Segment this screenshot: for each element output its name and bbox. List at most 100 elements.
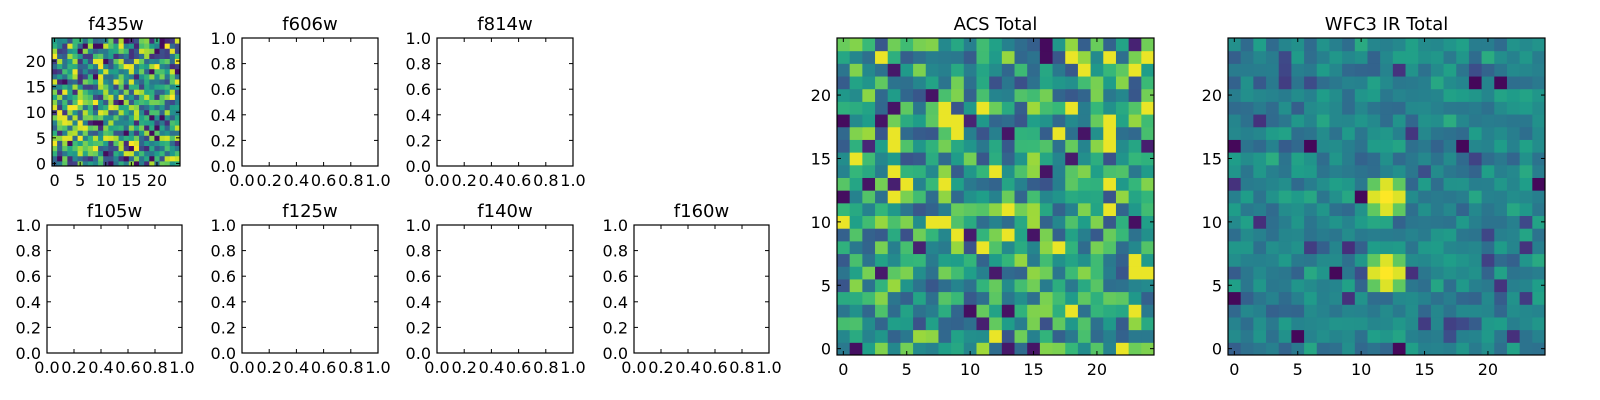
heatmap-cell: [1405, 240, 1419, 255]
heatmap-cell: [849, 316, 863, 331]
heatmap-cell: [1456, 38, 1470, 52]
heatmap-cell: [963, 291, 977, 305]
heatmap-cell: [1228, 101, 1242, 115]
heatmap-cell: [154, 125, 161, 131]
heatmap-cell: [925, 63, 939, 77]
heatmap-cell: [1090, 329, 1104, 343]
heatmap-cell: [52, 114, 58, 121]
heatmap-cell: [87, 135, 94, 141]
heatmap-cell: [1468, 114, 1483, 128]
heatmap-cell: [103, 89, 109, 95]
heatmap-cell: [862, 202, 876, 217]
heatmap-cell: [913, 342, 927, 356]
heatmap-cell: [862, 164, 876, 178]
heatmap-cell: [87, 125, 94, 131]
heatmap-cell: [887, 76, 901, 90]
x-tick-label: 0.2: [61, 358, 86, 377]
heatmap-cell: [1367, 38, 1381, 52]
heatmap-cell: [837, 139, 851, 153]
heatmap-cell: [849, 253, 863, 267]
heatmap-cell: [1039, 177, 1054, 191]
heatmap-cell: [1418, 278, 1432, 293]
heatmap-cell: [1418, 152, 1432, 166]
heatmap-cell: [1443, 152, 1457, 166]
heatmap-cell: [1367, 177, 1381, 191]
heatmap-cell: [87, 58, 94, 65]
heatmap-cell: [92, 68, 99, 75]
heatmap-cell: [1141, 139, 1155, 153]
heatmap-cell: [1430, 88, 1445, 102]
heatmap-cell: [87, 130, 94, 136]
heatmap-cell: [875, 139, 889, 153]
heatmap-cell: [62, 89, 68, 95]
heatmap-cell: [108, 114, 114, 121]
heatmap-cell: [1468, 139, 1483, 153]
subplot-f140w: 0.0 0.2 0.4 0.6 0.8 1.00.00.20.40.60.81.0f140…: [406, 201, 586, 377]
heatmap-cell: [989, 253, 1003, 267]
y-tick-label: 0.6: [16, 267, 41, 286]
heatmap-cell: [113, 89, 120, 95]
heatmap-cell: [57, 89, 63, 95]
heatmap-cell: [174, 114, 181, 121]
heatmap-cell: [976, 126, 990, 140]
heatmap-cell: [1329, 278, 1343, 293]
heatmap-cell: [1430, 291, 1445, 305]
heatmap-cell: [1367, 202, 1381, 217]
heatmap-cell: [1291, 240, 1305, 255]
heatmap-cell: [1329, 38, 1343, 52]
heatmap-cell: [938, 152, 952, 166]
heatmap-cell: [1329, 291, 1343, 305]
heatmap-cell: [149, 155, 155, 162]
heatmap-cell: [1342, 50, 1356, 64]
heatmap-cell: [1519, 278, 1533, 293]
heatmap-cell: [149, 78, 155, 85]
heatmap-cell: [1001, 126, 1016, 140]
heatmap-cell: [1077, 316, 1092, 331]
heatmap-cell: [67, 160, 73, 167]
heatmap-cell: [1141, 228, 1155, 242]
heatmap-cell: [1128, 177, 1142, 191]
heatmap-cell: [57, 104, 63, 111]
heatmap-cell: [1065, 253, 1079, 267]
heatmap-cell: [1266, 101, 1280, 115]
heatmap-cell: [133, 130, 140, 136]
heatmap-cell: [925, 164, 939, 178]
heatmap-cell: [57, 38, 63, 44]
heatmap-cell: [913, 152, 927, 166]
heatmap-cell: [1456, 126, 1470, 140]
heatmap-cell: [139, 63, 145, 70]
heatmap-cell: [1077, 215, 1092, 229]
heatmap-cell: [1103, 329, 1117, 343]
heatmap-cell: [1128, 329, 1142, 343]
heatmap-cell: [837, 152, 851, 166]
heatmap-cell: [1354, 152, 1368, 166]
heatmap-cell: [938, 63, 952, 77]
heatmap-cell: [1077, 50, 1092, 64]
heatmap-cell: [67, 43, 73, 49]
heatmap-cell: [1077, 63, 1092, 77]
heatmap-cell: [1128, 38, 1142, 52]
heatmap-cell: [1418, 101, 1432, 115]
heatmap-cell: [951, 228, 965, 242]
heatmap-cell: [1278, 215, 1292, 229]
heatmap-cell: [1291, 114, 1305, 128]
heatmap-cell: [87, 38, 94, 44]
heatmap-cell: [1519, 38, 1533, 52]
heatmap-cell: [92, 38, 99, 44]
heatmap-cell: [108, 130, 114, 136]
heatmap-cell: [1304, 240, 1318, 255]
heatmap-cell: [67, 63, 73, 70]
y-tick-label: 0.4: [211, 293, 236, 312]
heatmap-cell: [1316, 190, 1330, 204]
heatmap-cell: [149, 109, 155, 116]
heatmap-cell: [1065, 266, 1079, 280]
heatmap-cell: [1494, 266, 1508, 280]
heatmap-cell: [52, 68, 58, 75]
heatmap-cell: [108, 119, 114, 126]
heatmap-cell: [1103, 50, 1117, 64]
heatmap-cell: [1494, 316, 1508, 331]
heatmap-cell: [1115, 50, 1130, 64]
heatmap-cell: [989, 202, 1003, 217]
y-tick-label: 0.0: [211, 157, 236, 176]
x-tick-label: 1.0: [560, 171, 585, 190]
